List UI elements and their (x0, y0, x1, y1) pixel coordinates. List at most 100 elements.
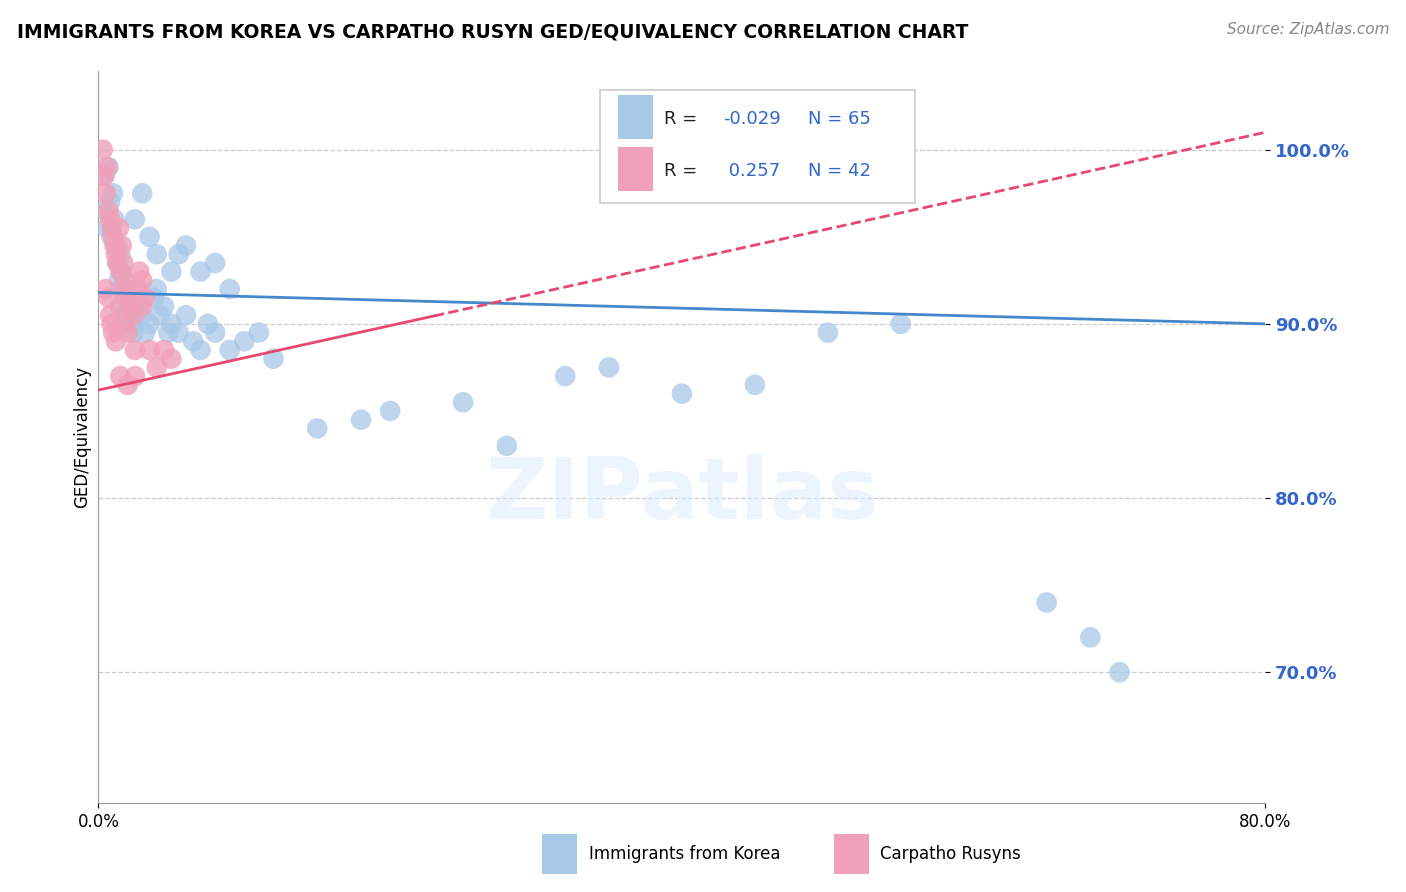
Point (817, 326, 839, 340)
Point (190, 265, 212, 279)
Point (160, 351, 183, 366)
Point (122, 308, 145, 322)
Point (218, 343, 240, 357)
Point (350, 412, 373, 426)
Point (98, 308, 121, 322)
Point (160, 317, 183, 331)
Point (104, 238, 127, 252)
Text: Source: ZipAtlas.com: Source: ZipAtlas.com (1226, 22, 1389, 37)
Point (112, 282, 135, 296)
Text: N = 65: N = 65 (808, 110, 870, 128)
Point (671, 386, 693, 401)
Point (93, 169, 115, 183)
Text: N = 42: N = 42 (808, 161, 870, 180)
Text: ZIPatlas: ZIPatlas (485, 454, 879, 537)
Point (138, 317, 160, 331)
Point (233, 334, 256, 349)
Text: IMMIGRANTS FROM KOREA VS CARPATHO RUSYN GED/EQUIVALENCY CORRELATION CHART: IMMIGRANTS FROM KOREA VS CARPATHO RUSYN … (17, 22, 969, 41)
Bar (600, 90, 915, 203)
Text: R =: R = (665, 110, 703, 128)
Point (125, 300, 148, 314)
Point (744, 377, 766, 392)
Point (307, 421, 329, 435)
Point (190, 343, 212, 357)
Point (101, 326, 124, 340)
Point (124, 343, 146, 357)
Point (131, 300, 153, 314)
Point (134, 326, 156, 340)
Point (112, 256, 135, 270)
Point (117, 326, 139, 340)
Point (204, 326, 226, 340)
Text: Immigrants from Korea: Immigrants from Korea (589, 845, 780, 863)
Bar (834, 833, 869, 874)
Point (96, 160, 118, 174)
Point (131, 186, 153, 201)
Point (110, 369, 132, 384)
Point (218, 282, 240, 296)
Point (149, 308, 172, 322)
Point (128, 282, 150, 296)
Point (1080, 631, 1102, 645)
Point (890, 317, 912, 331)
Point (125, 282, 148, 296)
Point (142, 291, 165, 305)
Text: 0.257: 0.257 (723, 161, 780, 180)
Point (104, 247, 127, 261)
Point (160, 265, 183, 279)
Point (146, 360, 169, 375)
Point (157, 326, 180, 340)
Point (1108, 665, 1130, 680)
Point (496, 439, 519, 453)
Point (146, 282, 169, 296)
Point (153, 300, 176, 314)
Point (174, 308, 197, 322)
Point (97, 203, 120, 218)
Point (598, 360, 620, 375)
Point (122, 326, 145, 340)
Point (134, 291, 156, 305)
Point (100, 221, 122, 235)
Point (98, 212, 121, 227)
Point (117, 300, 139, 314)
Point (131, 273, 153, 287)
Point (108, 273, 131, 287)
Point (114, 273, 136, 287)
Point (138, 343, 160, 357)
Point (247, 326, 270, 340)
Point (124, 212, 146, 227)
Point (131, 308, 153, 322)
Bar (617, 95, 652, 139)
Point (138, 229, 160, 244)
Point (117, 377, 139, 392)
Text: -0.029: -0.029 (723, 110, 780, 128)
Y-axis label: GED/Equivalency: GED/Equivalency (73, 366, 91, 508)
Point (153, 343, 176, 357)
Point (124, 369, 146, 384)
Point (101, 229, 124, 244)
Point (105, 256, 128, 270)
Point (91, 143, 114, 157)
Point (174, 238, 197, 252)
Point (115, 308, 138, 322)
Point (110, 247, 132, 261)
Bar (617, 147, 652, 191)
Point (108, 221, 131, 235)
Point (111, 238, 134, 252)
Point (120, 300, 142, 314)
Point (93, 169, 115, 183)
Point (204, 256, 226, 270)
Point (97, 160, 120, 174)
Point (96, 221, 118, 235)
Text: Carpatho Rusyns: Carpatho Rusyns (880, 845, 1021, 863)
Point (101, 186, 124, 201)
Point (110, 300, 132, 314)
Point (380, 404, 402, 418)
Bar (541, 833, 576, 874)
Point (114, 317, 136, 331)
Point (94, 203, 117, 218)
Point (451, 395, 474, 409)
Point (167, 247, 190, 261)
Point (262, 351, 284, 366)
Point (100, 317, 122, 331)
